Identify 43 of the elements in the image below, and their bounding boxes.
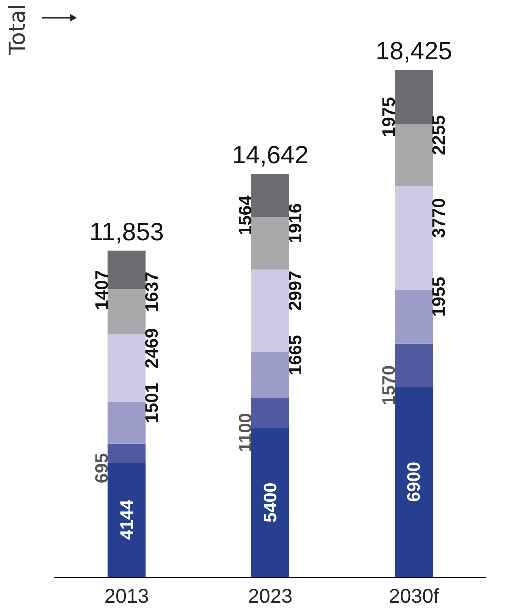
bar xyxy=(395,344,434,388)
bar xyxy=(108,290,146,335)
data-label: 1665 xyxy=(286,335,306,376)
data-label: 1501 xyxy=(142,383,162,424)
data-label: 2255 xyxy=(429,115,450,156)
bar xyxy=(252,398,290,428)
total-label: 14,642 xyxy=(232,142,309,170)
data-label: 1916 xyxy=(286,203,306,244)
bar xyxy=(252,174,290,218)
bar xyxy=(108,334,146,403)
bar xyxy=(395,387,434,577)
data-label: 6900 xyxy=(404,462,424,502)
bar xyxy=(252,270,290,352)
x-tick-label: 2013 xyxy=(104,586,150,608)
data-label: 695 xyxy=(92,453,112,484)
data-label: 2469 xyxy=(142,328,162,369)
data-label: 1100 xyxy=(236,413,256,452)
x-tick-label: 2030f xyxy=(389,586,440,608)
data-label: 4144 xyxy=(116,500,137,540)
bar xyxy=(395,186,434,290)
bar xyxy=(108,444,146,463)
data-label: 1570 xyxy=(379,366,400,406)
bar xyxy=(252,217,290,270)
data-label: 1564 xyxy=(236,196,256,236)
bar xyxy=(395,290,434,344)
bar xyxy=(395,124,434,186)
total-label: 18,425 xyxy=(376,38,452,66)
bar xyxy=(108,402,146,444)
data-label: 2997 xyxy=(286,271,306,312)
bar xyxy=(252,428,290,577)
bar xyxy=(108,462,146,577)
text: Total xyxy=(6,4,31,56)
data-label: 5400 xyxy=(260,482,280,523)
data-label: 3770 xyxy=(429,198,450,238)
data-label: 1637 xyxy=(142,272,162,312)
bar xyxy=(108,250,146,290)
bar xyxy=(252,352,290,398)
x-tick-label: 2023 xyxy=(248,586,293,608)
data-label: 1955 xyxy=(429,276,450,318)
total-label: 11,853 xyxy=(90,218,164,246)
bar xyxy=(395,70,434,124)
data-label: 1407 xyxy=(92,270,112,310)
data-label: 1975 xyxy=(379,97,400,138)
